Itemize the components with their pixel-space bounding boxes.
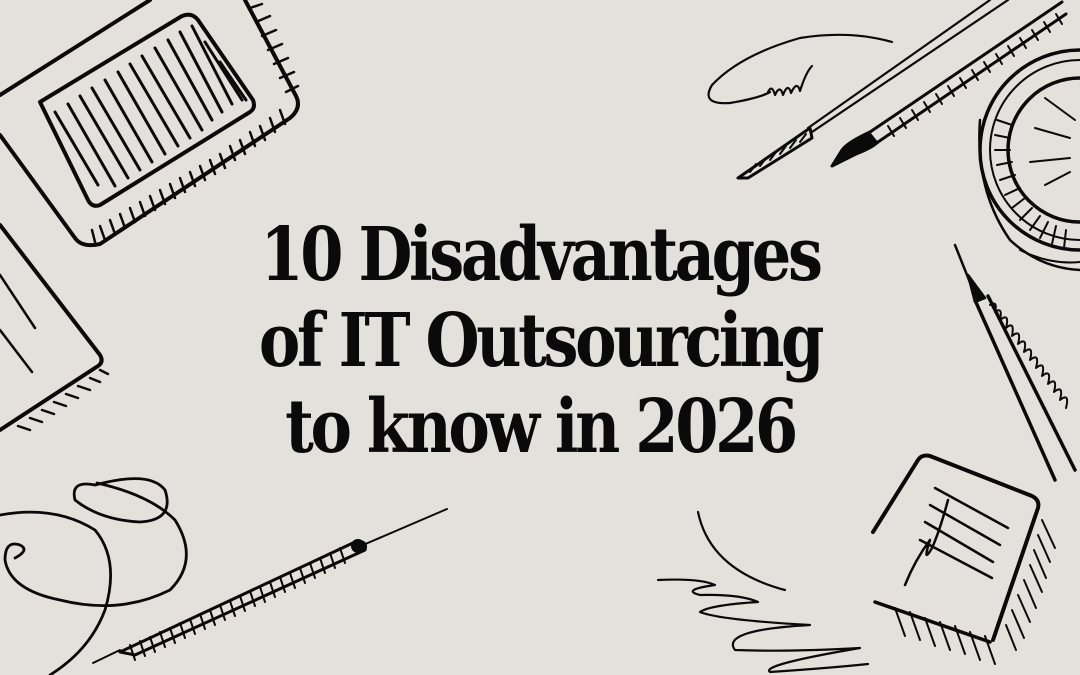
title-line-2: of IT Outsourcing	[258, 298, 825, 384]
tablet-sketch-icon	[0, 0, 300, 248]
clock-sketch-icon	[978, 48, 1080, 272]
pen-sketch-icon	[738, 0, 1010, 180]
title-line-1: 10 Disadvantages	[260, 212, 823, 298]
sticky-note-sketch-icon	[871, 453, 1056, 665]
scribble-sketch-icon	[656, 510, 870, 674]
notebook-sketch-icon	[0, 223, 110, 432]
title-line-3: to know in 2026	[285, 384, 798, 470]
pen-sketch-icon	[92, 508, 448, 664]
cursive-scribble-icon	[707, 33, 894, 105]
swirl-sketch-icon	[0, 477, 188, 675]
page-title: 10 Disadvantages of IT Outsourcing to kn…	[0, 212, 1080, 470]
pencil-sketch-icon	[830, 0, 1068, 168]
pencil-sketch-icon	[953, 243, 1077, 482]
